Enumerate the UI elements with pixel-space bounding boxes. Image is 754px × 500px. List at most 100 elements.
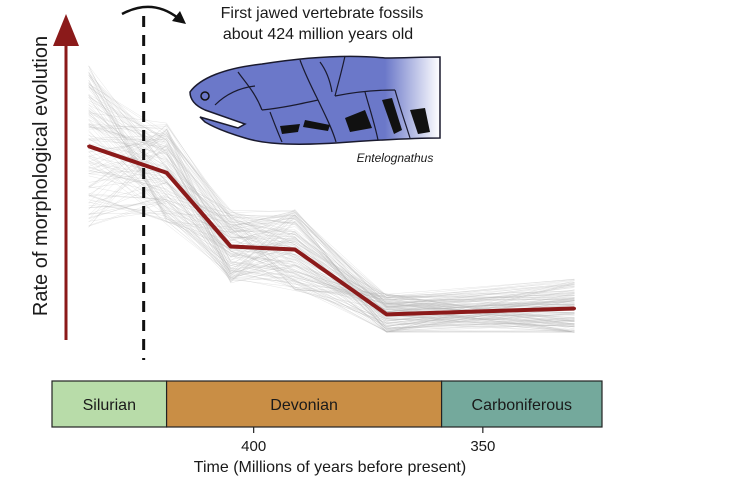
uncertainty-line: [88, 124, 575, 312]
uncertainty-line: [88, 195, 575, 310]
uncertainty-line: [88, 146, 575, 307]
uncertainty-line: [88, 140, 575, 316]
uncertainty-line: [88, 169, 575, 333]
uncertainty-line: [88, 130, 575, 326]
uncertainty-line: [88, 126, 575, 327]
uncertainty-line: [88, 65, 575, 333]
fossil-label: Entelognathus: [357, 151, 434, 165]
uncertainty-line: [88, 143, 575, 321]
period-devonian: [165, 380, 443, 428]
uncertainty-line: [88, 114, 575, 306]
period-label-silurian: Silurian: [83, 397, 136, 414]
x-tick-label-350: 350: [470, 438, 495, 455]
data-point-1: [165, 171, 169, 175]
uncertainty-line: [88, 132, 575, 296]
uncertainty-line: [88, 182, 575, 326]
uncertainty-line: [88, 134, 575, 322]
data-point-2: [229, 245, 233, 248]
uncertainty-line: [88, 100, 575, 314]
series-line: [88, 144, 575, 317]
uncertainty-line: [88, 119, 575, 319]
uncertainty-lines: [88, 65, 575, 333]
period-label-carboniferous: Carboniferous: [472, 397, 573, 414]
uncertainty-line: [88, 186, 575, 325]
uncertainty-line: [88, 144, 575, 299]
uncertainty-line: [88, 87, 575, 315]
uncertainty-line: [88, 104, 575, 332]
uncertainty-line: [88, 154, 575, 313]
period-bar: Silurian Devonian Carboniferous: [51, 380, 603, 428]
uncertainty-line: [88, 126, 575, 329]
uncertainty-line: [88, 74, 575, 321]
uncertainty-line: [88, 124, 575, 330]
uncertainty-line: [88, 74, 575, 312]
period-carboniferous: [440, 380, 603, 428]
uncertainty-line: [88, 97, 575, 312]
uncertainty-line: [88, 119, 575, 301]
uncertainty-line: [88, 143, 575, 308]
uncertainty-line: [88, 194, 575, 331]
uncertainty-line: [88, 109, 575, 328]
uncertainty-line: [88, 212, 575, 308]
uncertainty-line: [88, 106, 575, 325]
uncertainty-line: [88, 195, 575, 327]
uncertainty-line: [88, 71, 575, 306]
uncertainty-line: [88, 151, 575, 333]
data-point-5: [573, 306, 576, 310]
uncertainty-line: [88, 84, 575, 333]
period-label-devonian: Devonian: [270, 397, 338, 414]
uncertainty-line: [88, 156, 575, 298]
uncertainty-line: [88, 77, 575, 298]
x-axis-label: Time (Millions of years before present): [194, 459, 466, 476]
y-axis-label: Rate of morphological evolution: [30, 36, 52, 316]
uncertainty-line: [88, 133, 575, 315]
uncertainty-line: [88, 119, 575, 321]
uncertainty-line: [88, 146, 575, 328]
uncertainty-line: [88, 122, 575, 305]
uncertainty-line: [88, 194, 575, 330]
uncertainty-line: [88, 201, 575, 332]
uncertainty-line: [88, 137, 575, 320]
uncertainty-line: [88, 151, 575, 332]
uncertainty-line: [88, 160, 575, 304]
uncertainty-line: [88, 85, 575, 331]
data-point-4: [385, 312, 389, 316]
uncertainty-line: [88, 166, 575, 329]
uncertainty-line: [88, 125, 575, 322]
uncertainty-line: [88, 107, 575, 333]
uncertainty-line: [88, 157, 575, 306]
uncertainty-line: [88, 96, 575, 314]
uncertainty-line: [88, 139, 575, 333]
uncertainty-line: [88, 65, 575, 300]
uncertainty-line: [88, 96, 575, 313]
uncertainty-line: [88, 124, 575, 306]
uncertainty-line: [88, 135, 575, 308]
uncertainty-line: [88, 72, 575, 311]
uncertainty-line: [88, 176, 575, 308]
uncertainty-line: [88, 82, 575, 304]
uncertainty-line: [88, 124, 575, 300]
uncertainty-line: [88, 83, 575, 322]
uncertainty-line: [88, 68, 575, 312]
y-axis-arrow: [53, 14, 79, 340]
uncertainty-line: [88, 135, 575, 333]
uncertainty-line: [88, 85, 575, 328]
uncertainty-line: [88, 116, 575, 331]
uncertainty-line: [88, 205, 575, 324]
uncertainty-line: [88, 130, 575, 327]
uncertainty-line: [88, 203, 575, 311]
uncertainty-line: [88, 182, 575, 308]
uncertainty-line: [88, 74, 575, 322]
uncertainty-line: [88, 135, 575, 327]
uncertainty-line: [88, 129, 575, 333]
uncertainty-line: [88, 110, 575, 328]
uncertainty-line: [88, 72, 575, 307]
uncertainty-line: [88, 82, 575, 324]
annotation-line1: First jawed vertebrate fossils: [221, 5, 424, 22]
uncertainty-line: [88, 131, 575, 322]
uncertainty-line: [88, 167, 575, 319]
uncertainty-line: [88, 113, 575, 327]
uncertainty-line: [88, 135, 575, 321]
uncertainty-line: [88, 193, 575, 298]
